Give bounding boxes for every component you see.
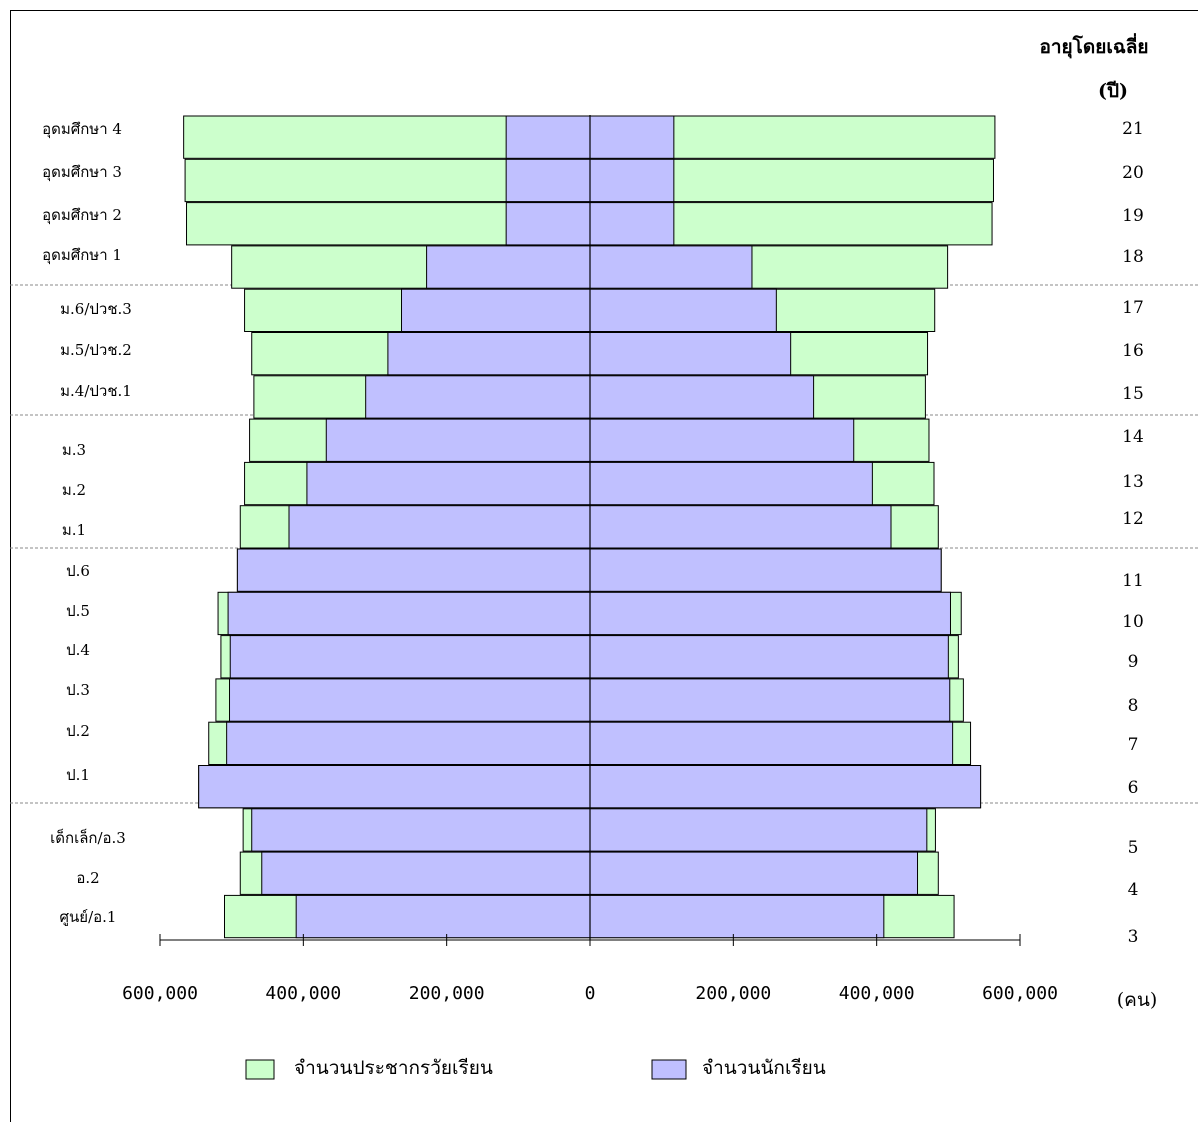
grade-label-2: อุดมศึกษา 2 xyxy=(42,206,122,225)
age-labels: 21 20 19 18 17 16 15 14 13 12 11 10 9 8 7 6 5 4 3 xyxy=(1122,119,1144,947)
x-axis: 600,000 400,000 200,000 0 200,000 400,000 600,… xyxy=(122,934,1058,1004)
grade-label-17: อ.2 xyxy=(76,869,99,887)
age-label-1: 20 xyxy=(1122,163,1144,183)
age-label-6: 15 xyxy=(1122,384,1144,404)
grade-label-3: อุดมศึกษา 1 xyxy=(42,246,122,265)
x-tick-label-2: 200,000 xyxy=(409,983,485,1004)
grade-label-18: ศูนย์/อ.1 xyxy=(60,908,117,926)
age-label-2: 19 xyxy=(1122,206,1144,226)
age-label-4: 17 xyxy=(1122,298,1144,318)
bar-students-right-17 xyxy=(589,851,919,895)
bar-students-left-15 xyxy=(198,765,591,809)
age-label-3: 18 xyxy=(1122,247,1144,267)
grade-label-16: เด็กเล็ก/อ.3 xyxy=(50,828,126,847)
bar-students-left-9 xyxy=(288,505,591,549)
bar-students-left-8 xyxy=(306,461,591,506)
bar-students-right-4 xyxy=(589,288,777,333)
legend: จำนวนประชากรวัยเรียน จำนวนนักเรียน xyxy=(245,1057,826,1080)
bar-students-left-17 xyxy=(261,851,591,895)
legend-label-population: จำนวนประชากรวัยเรียน xyxy=(294,1057,493,1079)
bar-students-left-10 xyxy=(236,548,591,592)
x-tick-label-4: 200,000 xyxy=(695,983,771,1004)
legend-label-students: จำนวนนักเรียน xyxy=(702,1057,826,1079)
grade-label-14: ป.2 xyxy=(66,722,90,740)
bar-students-right-12 xyxy=(589,635,949,679)
bar-students-right-3 xyxy=(589,245,753,289)
age-label-0: 21 xyxy=(1122,119,1144,139)
x-tick-label-5: 400,000 xyxy=(839,983,915,1004)
bar-students-left-11 xyxy=(227,591,591,636)
bar-students-right-1 xyxy=(589,158,675,203)
bar-students-right-13 xyxy=(589,678,951,722)
bar-students-right-18 xyxy=(589,894,885,939)
age-label-5: 16 xyxy=(1122,341,1144,361)
age-label-14: 7 xyxy=(1128,735,1139,755)
grade-label-1: อุดมศึกษา 3 xyxy=(42,163,122,182)
age-label-12: 9 xyxy=(1128,652,1139,672)
age-label-9: 12 xyxy=(1122,509,1144,529)
grade-label-11: ป.5 xyxy=(66,602,90,620)
grade-level-labels: อุดมศึกษา 4 อุดมศึกษา 3 อุดมศึกษา 2 อุดมศึก… xyxy=(42,120,132,926)
age-label-17: 4 xyxy=(1128,880,1139,900)
grade-label-10: ป.6 xyxy=(66,562,90,580)
bars-group xyxy=(183,115,996,939)
bar-students-left-2 xyxy=(505,202,591,246)
grade-label-0: อุดมศึกษา 4 xyxy=(42,120,122,139)
age-label-13: 8 xyxy=(1128,696,1139,716)
bar-students-right-2 xyxy=(589,202,675,246)
bar-students-right-7 xyxy=(589,418,855,462)
x-tick-label-1: 400,000 xyxy=(265,983,341,1004)
bar-students-right-11 xyxy=(589,591,951,636)
x-tick-label-3: 0 xyxy=(585,983,596,1004)
bar-students-left-7 xyxy=(325,418,591,462)
bar-students-left-5 xyxy=(387,332,591,376)
age-label-7: 14 xyxy=(1122,427,1144,447)
bar-students-left-13 xyxy=(229,678,591,722)
grade-label-12: ป.4 xyxy=(66,641,90,659)
grade-label-4: ม.6/ปวช.3 xyxy=(60,300,132,318)
bar-students-right-10 xyxy=(589,548,942,592)
legend-swatch-population xyxy=(245,1059,275,1080)
age-label-11: 10 xyxy=(1122,612,1144,632)
age-label-10: 11 xyxy=(1122,571,1144,591)
bar-students-right-0 xyxy=(589,115,675,159)
grade-label-9: ม.1 xyxy=(62,521,86,539)
bar-students-right-9 xyxy=(589,505,892,549)
bar-students-right-5 xyxy=(589,332,792,376)
bar-students-left-14 xyxy=(226,721,591,766)
bar-students-left-4 xyxy=(401,288,591,333)
bar-students-right-8 xyxy=(589,461,873,506)
age-header-line2: (ปี) xyxy=(1098,80,1128,102)
bar-students-right-15 xyxy=(589,765,982,809)
bar-students-left-6 xyxy=(365,375,591,419)
grade-label-13: ป.3 xyxy=(66,681,90,699)
bar-students-right-14 xyxy=(589,721,954,766)
grade-label-5: ม.5/ปวช.2 xyxy=(60,341,132,359)
bar-students-left-0 xyxy=(505,115,591,159)
unit-label: (คน) xyxy=(1117,989,1158,1011)
chart-frame xyxy=(10,10,1198,1122)
bar-students-right-16 xyxy=(589,808,928,852)
bar-students-left-16 xyxy=(251,808,591,852)
bar-students-left-12 xyxy=(229,635,591,679)
age-label-16: 5 xyxy=(1128,838,1139,858)
age-label-18: 3 xyxy=(1128,927,1139,947)
age-label-15: 6 xyxy=(1128,778,1139,798)
bar-students-left-3 xyxy=(426,245,591,289)
grade-label-6: ม.4/ปวช.1 xyxy=(60,382,132,400)
age-label-8: 13 xyxy=(1122,472,1144,492)
x-tick-label-6: 600,000 xyxy=(982,983,1058,1004)
bar-students-right-6 xyxy=(589,375,815,419)
grade-label-7: ม.3 xyxy=(62,441,86,459)
bar-students-left-18 xyxy=(295,894,591,939)
legend-swatch-students xyxy=(651,1059,687,1080)
age-header-line1: อายุโดยเฉลี่ย xyxy=(1039,33,1148,59)
x-tick-label-0: 600,000 xyxy=(122,983,198,1004)
bar-students-left-1 xyxy=(505,158,591,203)
grade-label-8: ม.2 xyxy=(62,481,86,499)
grade-label-15: ป.1 xyxy=(66,766,90,784)
